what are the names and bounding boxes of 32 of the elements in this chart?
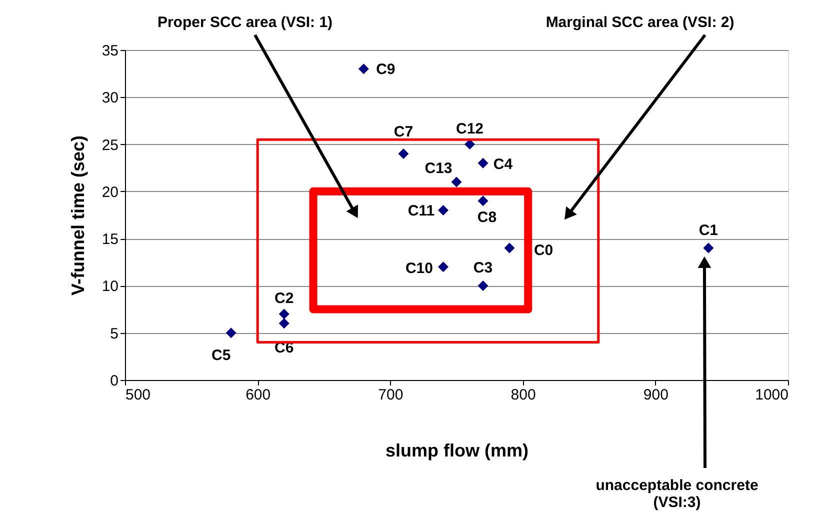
series-label: C0	[534, 242, 554, 259]
series-label: C1	[698, 222, 718, 239]
y-tick-label: 20	[102, 184, 118, 201]
text: Proper SCC area (VSI: 1)	[157, 14, 333, 31]
series-label: C4	[493, 156, 514, 174]
y-tick-label: 5	[110, 325, 118, 342]
series-label: C9	[376, 60, 396, 78]
series-label: C7	[394, 124, 414, 141]
series-label: C8	[477, 208, 497, 226]
y-tick-label: 10	[102, 278, 118, 296]
x-tick-label: 500	[126, 386, 151, 404]
y-tick-label: 0	[110, 372, 118, 390]
x-tick-label: 1000	[755, 386, 788, 404]
series-label: C2	[274, 290, 294, 307]
annotation: unacceptable concrete (VSI:3)	[596, 477, 758, 511]
y-tick-label: 35	[102, 42, 118, 60]
y-axis-title: V-funnel time (sec)	[68, 135, 88, 296]
x-axis-title: slump flow (mm)	[386, 440, 529, 460]
x-tick-label: 600	[246, 386, 271, 404]
y-tick-label: 25	[102, 136, 118, 154]
text: Marginal SCC area (VSI: 2)	[546, 14, 734, 31]
x-tick-label: 700	[378, 386, 404, 404]
series-label: C12	[456, 120, 484, 138]
series-label: C3	[473, 260, 493, 277]
series-label: C11	[408, 202, 435, 220]
series-label: C5	[211, 346, 231, 364]
x-tick-label: 900	[643, 386, 668, 404]
y-tick-label: 15	[102, 231, 118, 248]
y-tick-label: 30	[102, 90, 118, 107]
series-label: C13	[424, 160, 452, 177]
x-tick-label: 800	[510, 386, 536, 404]
series-label: C10	[405, 260, 434, 277]
